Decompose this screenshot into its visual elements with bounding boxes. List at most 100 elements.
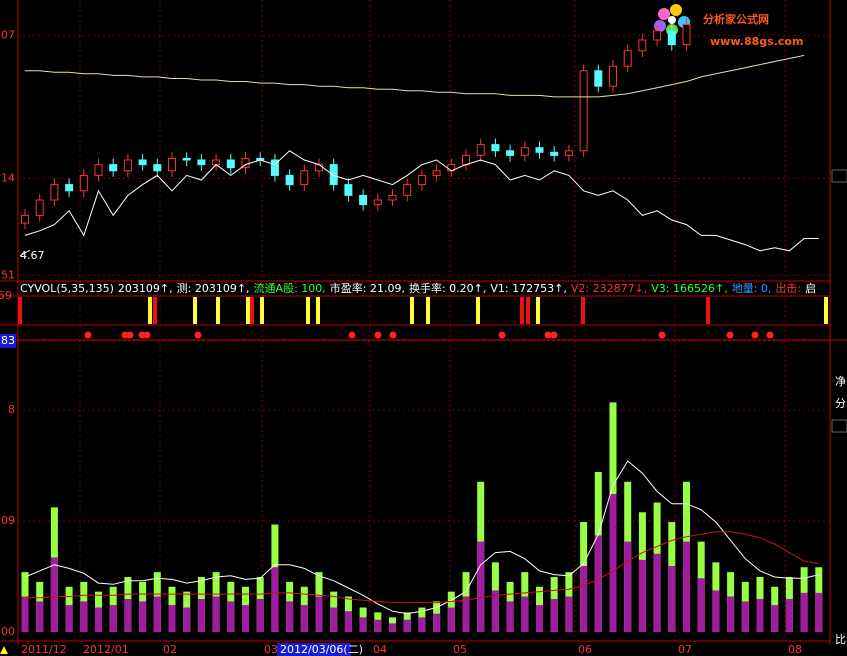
volume-bar <box>315 596 323 632</box>
volume-bar <box>359 617 367 632</box>
candle-body <box>50 184 59 201</box>
signal-bar <box>824 297 828 324</box>
volume-bar <box>477 541 485 632</box>
signal-bar <box>18 297 22 324</box>
side-button[interactable] <box>831 419 847 433</box>
volume-bar <box>800 592 808 632</box>
volume-bar <box>462 596 470 632</box>
volume-bar <box>785 598 793 632</box>
volume-bar <box>653 553 661 632</box>
indicator-item: 203109↑, <box>118 282 173 295</box>
y-tick-label: 07 <box>1 28 15 41</box>
volume-bar <box>256 598 264 632</box>
volume-bar <box>418 617 426 632</box>
volume-bar <box>521 596 529 632</box>
candle-body <box>182 157 191 161</box>
volume-bar <box>109 605 117 632</box>
logo-petal <box>658 8 670 20</box>
signal-dot <box>348 331 356 339</box>
candle-body <box>491 144 500 152</box>
volume-bar <box>153 596 161 632</box>
y-tick-label: 14 <box>1 171 15 184</box>
signal-dot <box>766 331 774 339</box>
volume-bar <box>565 596 573 632</box>
volume-bar <box>580 566 588 632</box>
candle-body <box>638 39 647 52</box>
candle-body <box>594 70 603 87</box>
volume-bar <box>139 601 147 632</box>
side-labels: 净 分 比 <box>835 374 846 646</box>
signal-bar <box>193 297 197 324</box>
date-label: 07 <box>678 643 692 656</box>
volume-bar <box>21 596 29 632</box>
volume-bar <box>447 607 455 632</box>
candle-body <box>21 214 29 224</box>
date-label: 02 <box>163 643 177 656</box>
indicator-item: 出击: <box>775 281 801 295</box>
signal-strip <box>18 297 828 339</box>
indicator-item: 换手率: 0.20↑, <box>409 281 486 295</box>
volume-bar <box>491 590 499 632</box>
signal-bar <box>526 297 530 324</box>
indicator-item: 启 <box>805 282 816 295</box>
signal-bar <box>476 297 480 324</box>
indicator-item: 地量: 0, <box>732 282 772 295</box>
indicator-line: CYVOL(5,35,135) 203109↑, 测: 203109↑, 流通A股: … <box>20 281 816 295</box>
volume-bar <box>712 590 720 632</box>
candle-body <box>123 159 132 172</box>
y-tick-box <box>0 333 16 348</box>
volume-bar <box>344 611 352 632</box>
signal-bar <box>536 297 540 324</box>
candle-body <box>300 170 309 186</box>
date-label: 2011/12 <box>21 643 67 656</box>
signal-bar <box>426 297 430 324</box>
date-axis: 2011/12 2012/01 02 03 2012/03/06(二) 04 0… <box>21 643 802 656</box>
logo-center <box>668 16 676 24</box>
candle-body <box>168 157 176 172</box>
volume-bar <box>300 605 308 632</box>
annotation-pointer <box>19 249 31 257</box>
volume-bar <box>433 613 441 632</box>
candle-body <box>682 24 691 46</box>
side-label: 分 <box>835 397 846 410</box>
volume-bar <box>286 601 294 632</box>
strip-scale-label: 59 <box>0 289 12 302</box>
date-label: 03 <box>264 643 278 656</box>
candle-body <box>153 164 162 172</box>
candle-body <box>329 164 338 186</box>
signal-bar <box>306 297 310 324</box>
indicator-item: 流通A股: 100, <box>254 281 326 295</box>
signal-dot <box>726 331 734 339</box>
signal-dot <box>751 331 759 339</box>
volume-bar <box>550 598 558 632</box>
volume-bar <box>36 601 44 632</box>
candle-body <box>388 194 397 201</box>
volume-bar <box>330 607 338 632</box>
date-label: 2012/03/06(二) <box>280 643 363 656</box>
volume-bar <box>374 619 382 632</box>
volume-bar <box>697 578 705 632</box>
volume-bar <box>197 598 205 632</box>
candle-body <box>285 174 294 186</box>
candle-body <box>315 164 323 172</box>
y-tick-label: 8 <box>8 403 15 416</box>
indicator-line-series <box>24 460 819 615</box>
volume-bar <box>609 493 617 632</box>
candle-body <box>212 159 221 166</box>
signal-dot <box>194 331 202 339</box>
signal-dot <box>658 331 666 339</box>
volume-bar <box>168 605 176 632</box>
candle-body <box>270 159 279 176</box>
logo-title: 分析家公式网 <box>703 12 769 26</box>
volume-bar <box>506 601 514 632</box>
volume-bar <box>95 607 102 632</box>
volume-bar <box>403 619 411 632</box>
indicator-line-series <box>25 531 819 604</box>
low-annotation: 4.67 <box>20 249 45 262</box>
volume-bar <box>771 605 779 632</box>
signal-bar <box>520 297 524 324</box>
side-button[interactable] <box>831 169 847 183</box>
logo-url: www.88gs.com <box>710 35 803 48</box>
